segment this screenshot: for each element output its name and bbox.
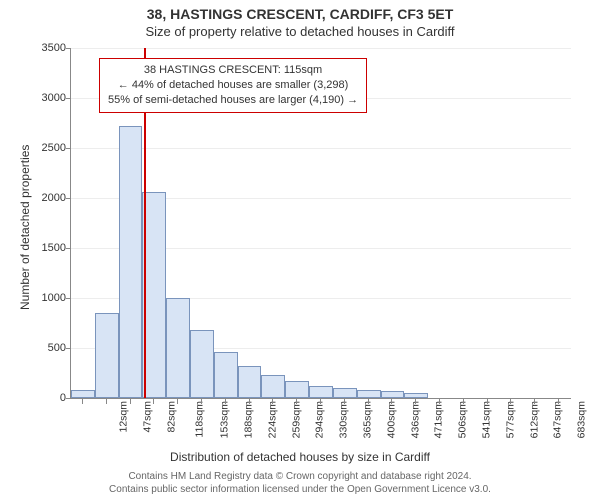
histogram-bar bbox=[119, 126, 143, 398]
histogram-bar bbox=[95, 313, 119, 398]
x-axis-ticks: 12sqm 47sqm 82sqm 118sqm 153sqm 188sqm 224sqm 2… bbox=[70, 399, 570, 449]
xtick-label: 224sqm bbox=[266, 401, 278, 438]
xtick-mark bbox=[439, 399, 440, 404]
credits-line-1: Contains HM Land Registry data © Crown c… bbox=[128, 471, 471, 482]
ytick-mark bbox=[66, 248, 71, 249]
xtick-mark bbox=[225, 399, 226, 404]
credits-line-2: Contains public sector information licen… bbox=[109, 484, 491, 495]
gridline bbox=[71, 148, 571, 149]
histogram-bar bbox=[404, 393, 428, 398]
xtick-mark bbox=[249, 399, 250, 404]
ytick-label: 3500 bbox=[6, 42, 66, 54]
histogram-bar bbox=[238, 366, 262, 398]
histogram-bar bbox=[357, 390, 381, 398]
xtick-label: 471sqm bbox=[433, 401, 445, 438]
xtick-label: 153sqm bbox=[219, 401, 231, 438]
xtick-mark bbox=[415, 399, 416, 404]
ytick-label: 2500 bbox=[6, 142, 66, 154]
xtick-mark bbox=[534, 399, 535, 404]
xtick-label: 541sqm bbox=[480, 401, 492, 438]
xtick-label: 12sqm bbox=[117, 401, 129, 433]
histogram-bar bbox=[166, 298, 190, 398]
xtick-label: 683sqm bbox=[576, 401, 588, 438]
xtick-label: 577sqm bbox=[504, 401, 516, 438]
histogram-bar bbox=[142, 192, 166, 398]
histogram-bar bbox=[381, 391, 405, 398]
xtick-mark bbox=[201, 399, 202, 404]
ytick-mark bbox=[66, 298, 71, 299]
ytick-mark bbox=[66, 148, 71, 149]
xtick-label: 330sqm bbox=[338, 401, 350, 438]
ytick-mark bbox=[66, 98, 71, 99]
histogram-bar bbox=[214, 352, 238, 398]
ytick-mark bbox=[66, 198, 71, 199]
histogram-bar bbox=[333, 388, 357, 398]
ytick-mark bbox=[66, 348, 71, 349]
xtick-label: 612sqm bbox=[528, 401, 540, 438]
xtick-label: 400sqm bbox=[385, 401, 397, 438]
xtick-label: 82sqm bbox=[165, 401, 177, 433]
xtick-label: 118sqm bbox=[194, 401, 206, 438]
xtick-label: 365sqm bbox=[361, 401, 373, 438]
ytick-label: 2000 bbox=[6, 192, 66, 204]
chart-title-sub: Size of property relative to detached ho… bbox=[0, 24, 600, 39]
xtick-mark bbox=[82, 399, 83, 404]
xtick-mark bbox=[463, 399, 464, 404]
xtick-mark bbox=[130, 399, 131, 404]
xtick-mark bbox=[320, 399, 321, 404]
chart-container: 38, HASTINGS CRESCENT, CARDIFF, CF3 5ET … bbox=[0, 0, 600, 500]
xtick-mark bbox=[487, 399, 488, 404]
xtick-label: 506sqm bbox=[457, 401, 469, 438]
ytick-mark bbox=[66, 48, 71, 49]
marker-info-box: 38 HASTINGS CRESCENT: 115sqm← 44% of det… bbox=[99, 58, 367, 113]
histogram-bar bbox=[71, 390, 95, 398]
xtick-mark bbox=[558, 399, 559, 404]
xtick-label: 47sqm bbox=[141, 401, 153, 433]
ytick-label: 1000 bbox=[6, 292, 66, 304]
xtick-label: 294sqm bbox=[314, 401, 326, 438]
xtick-mark bbox=[106, 399, 107, 404]
xtick-mark bbox=[296, 399, 297, 404]
histogram-bar bbox=[190, 330, 214, 398]
x-axis-title: Distribution of detached houses by size … bbox=[0, 450, 600, 464]
histogram-bar bbox=[309, 386, 333, 398]
y-axis-title: Number of detached properties bbox=[18, 145, 32, 310]
xtick-mark bbox=[368, 399, 369, 404]
xtick-mark bbox=[272, 399, 273, 404]
xtick-mark bbox=[344, 399, 345, 404]
xtick-label: 259sqm bbox=[290, 401, 302, 438]
histogram-bar bbox=[261, 375, 285, 398]
xtick-mark bbox=[391, 399, 392, 404]
gridline bbox=[71, 48, 571, 49]
xtick-label: 647sqm bbox=[552, 401, 564, 438]
ytick-label: 500 bbox=[6, 342, 66, 354]
credits: Contains HM Land Registry data © Crown c… bbox=[0, 470, 600, 496]
info-box-line: ← 44% of detached houses are smaller (3,… bbox=[108, 78, 358, 93]
info-box-line: 38 HASTINGS CRESCENT: 115sqm bbox=[108, 63, 358, 78]
xtick-label: 436sqm bbox=[409, 401, 421, 438]
plot-area: 38 HASTINGS CRESCENT: 115sqm← 44% of det… bbox=[70, 48, 571, 399]
info-box-line: 55% of semi-detached houses are larger (… bbox=[108, 93, 358, 108]
y-axis-ticks: 0500100015002000250030003500 bbox=[0, 48, 70, 398]
histogram-bar bbox=[285, 381, 309, 398]
xtick-mark bbox=[177, 399, 178, 404]
xtick-label: 188sqm bbox=[242, 401, 254, 438]
ytick-label: 1500 bbox=[6, 242, 66, 254]
xtick-mark bbox=[510, 399, 511, 404]
chart-title-main: 38, HASTINGS CRESCENT, CARDIFF, CF3 5ET bbox=[0, 6, 600, 22]
ytick-label: 3000 bbox=[6, 92, 66, 104]
ytick-label: 0 bbox=[6, 392, 66, 404]
xtick-mark bbox=[153, 399, 154, 404]
